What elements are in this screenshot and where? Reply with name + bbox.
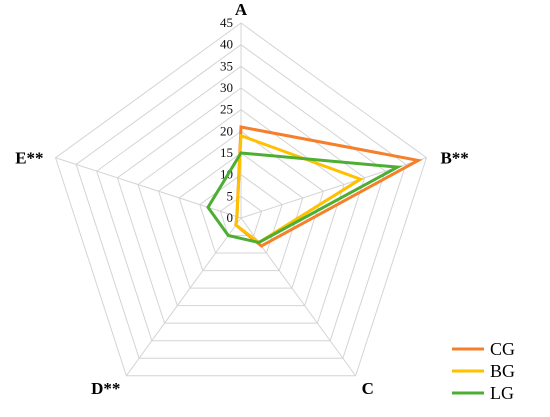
axis-label: E**	[15, 149, 43, 168]
tick-label: 25	[220, 102, 233, 117]
grid-ring	[96, 65, 386, 342]
axis-label: B**	[440, 149, 468, 168]
grid-ring	[75, 44, 407, 359]
axis-label: C	[362, 379, 374, 398]
series-lg	[206, 151, 403, 245]
grid-spoke	[125, 217, 242, 377]
series-layer	[206, 125, 423, 248]
legend-label: BG	[490, 361, 515, 381]
grid-ring	[219, 195, 263, 237]
tick-label: 0	[227, 210, 234, 225]
tick-label: 20	[220, 123, 233, 138]
grid-ring	[199, 174, 283, 254]
axis-label: D**	[91, 379, 120, 398]
tick-label: 30	[220, 80, 233, 95]
grid-ring	[178, 152, 304, 272]
grid-ring	[54, 22, 428, 377]
tick-label: 15	[220, 145, 233, 160]
tick-label: 45	[220, 15, 233, 30]
legend-label: LG	[490, 383, 514, 403]
tick-label: 40	[220, 37, 233, 52]
grid-ring	[137, 109, 345, 307]
series-bg	[234, 133, 364, 245]
grid-layer	[54, 22, 428, 377]
legend-label: CG	[490, 339, 515, 359]
axis-label: A	[235, 0, 248, 19]
grid-ring	[157, 130, 325, 289]
axis-labels: A B** C D** E**	[15, 0, 469, 398]
tick-label: 35	[220, 58, 233, 73]
tick-label: 5	[227, 188, 234, 203]
